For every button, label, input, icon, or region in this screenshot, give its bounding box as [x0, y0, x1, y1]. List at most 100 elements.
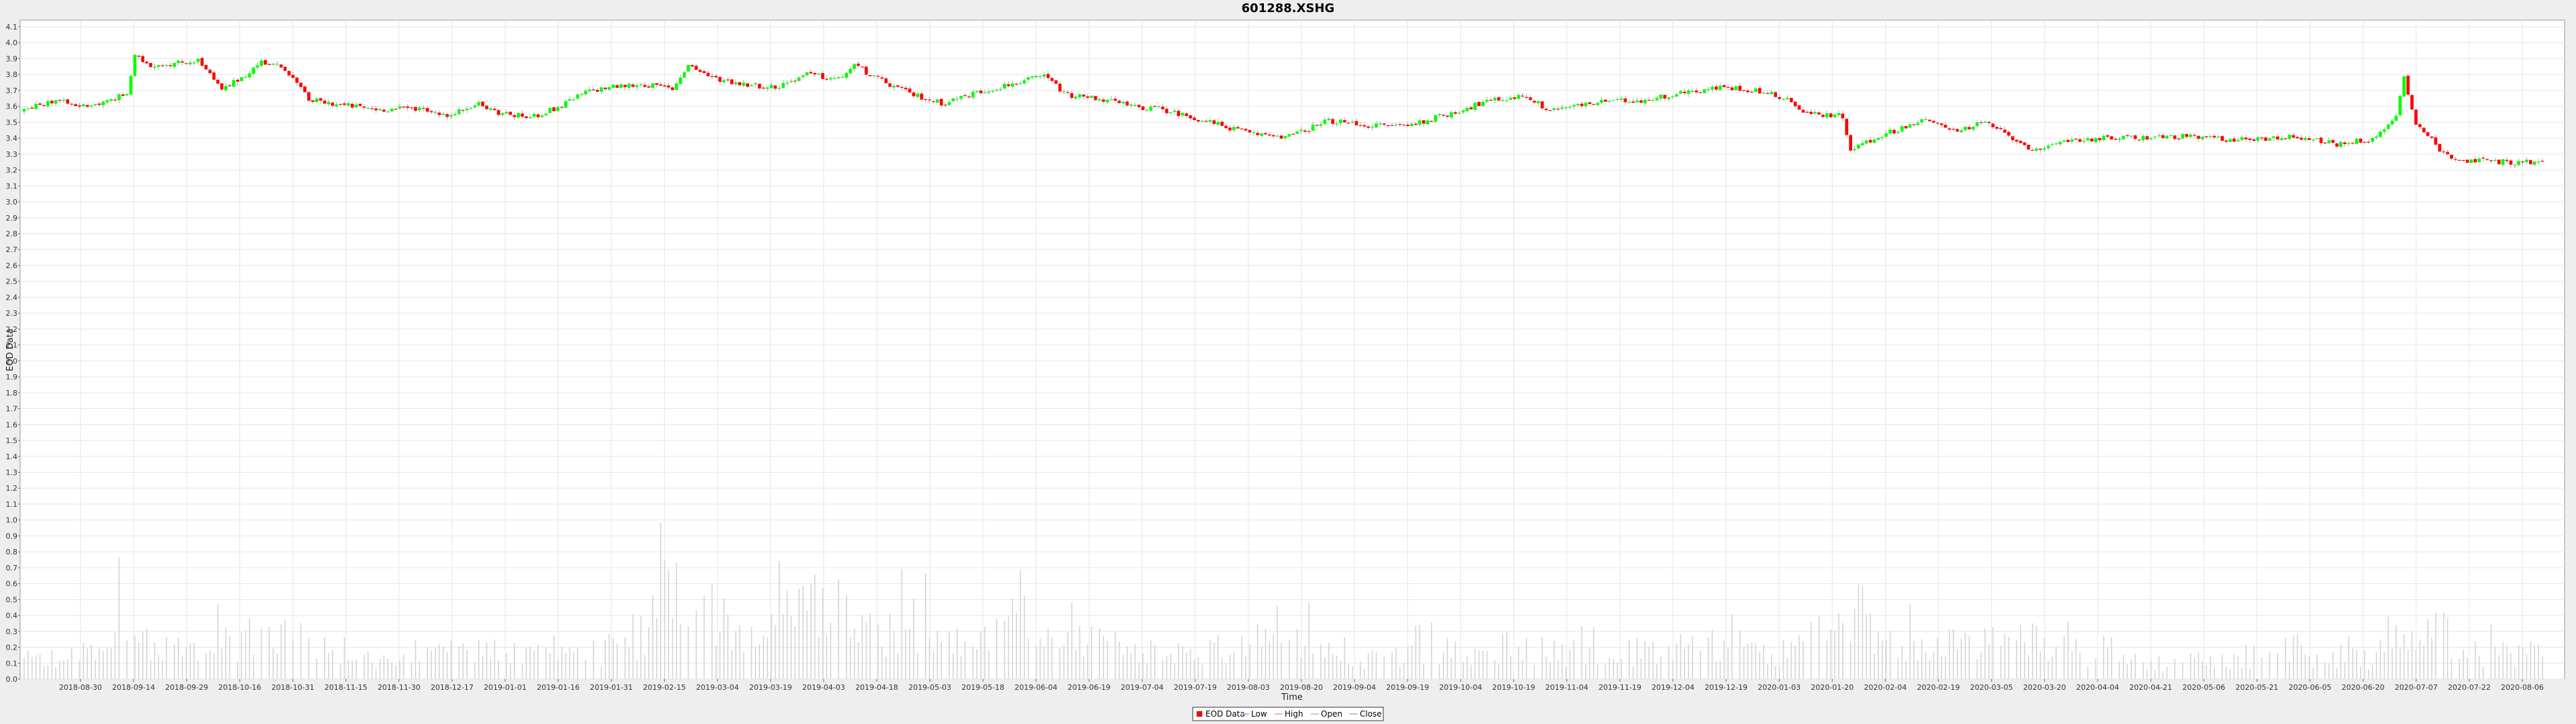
candle-body: [742, 82, 745, 86]
candle-body: [1398, 124, 1402, 125]
candle-body: [532, 113, 536, 117]
candle-body: [1481, 101, 1485, 107]
y-tick-label: 4.0: [6, 39, 18, 48]
candle-body: [868, 75, 872, 76]
candle-body: [224, 86, 227, 90]
candle-body: [517, 113, 521, 118]
candle-body: [1916, 123, 1920, 125]
candle-body: [307, 92, 311, 101]
candle-body: [1655, 97, 1659, 101]
candle-body: [1421, 120, 1426, 124]
candle-body: [2528, 160, 2532, 164]
y-tick-label: 3.1: [6, 182, 18, 190]
candle-body: [406, 106, 410, 108]
candle-body: [999, 88, 1002, 90]
candle-body: [354, 104, 358, 108]
candle-body: [239, 77, 244, 81]
candle-body: [1089, 95, 1093, 98]
y-tick-label: 0.9: [6, 532, 18, 540]
candle-body: [1943, 125, 1947, 128]
y-tick-label: 1.6: [6, 420, 18, 429]
candle-body: [2315, 138, 2319, 139]
candle-body: [2394, 115, 2398, 121]
candle-body: [1532, 101, 1536, 103]
candle-body: [1611, 100, 1615, 101]
grid-lines: [20, 20, 2565, 680]
x-tick-label: 2018-11-15: [325, 683, 368, 692]
candle-body: [504, 112, 508, 114]
x-tick-label: 2019-08-03: [1227, 683, 1270, 692]
candle-body: [1797, 105, 1801, 110]
y-tick-label: 1.5: [6, 436, 18, 445]
candle-body: [861, 66, 864, 68]
candle-body: [2149, 137, 2153, 139]
candle-body: [180, 61, 184, 63]
candle-body: [410, 107, 413, 109]
candle-body: [2307, 138, 2311, 140]
candle-body: [1730, 87, 1734, 90]
candle-body: [1287, 134, 1291, 137]
y-tick-label: 0.0: [6, 675, 18, 684]
candle-body: [1722, 84, 1726, 87]
candle-body: [2229, 139, 2232, 142]
x-tick-label: 2020-02-04: [1864, 683, 1907, 692]
candle-body: [904, 87, 908, 90]
candle-body: [1118, 101, 1121, 103]
x-tick-label: 2019-12-19: [1705, 683, 1748, 692]
candle-body: [2288, 134, 2292, 139]
candle-body: [1275, 135, 1279, 137]
candle-body: [1884, 133, 1888, 137]
candle-body: [489, 108, 492, 110]
candle-body: [212, 72, 216, 80]
candle-body: [2256, 137, 2260, 141]
candle-body: [1615, 99, 1619, 101]
volume-bars: [23, 522, 2543, 679]
x-tick-label: 2020-05-06: [2182, 683, 2225, 692]
candle-body: [1446, 115, 1449, 117]
candle-body: [805, 72, 809, 76]
candle-body: [1477, 102, 1481, 107]
y-tick-label: 0.7: [6, 564, 18, 572]
candle-body: [939, 99, 943, 106]
x-axis: 2018-08-30 2018-09-14 2018-09-29 2018-10-16…: [59, 679, 2544, 692]
candle-body: [1960, 130, 1964, 133]
candle-body: [1932, 121, 1935, 123]
candle-body: [1386, 125, 1390, 127]
candle-body: [2035, 148, 2039, 151]
candle-body: [264, 60, 267, 65]
x-tick-label: 2020-01-03: [1758, 683, 1801, 692]
candle-body: [1438, 114, 1442, 115]
candle-body: [38, 103, 42, 105]
candle-body: [789, 80, 793, 82]
candle-body: [101, 101, 105, 105]
x-tick-label: 2019-12-04: [1652, 683, 1695, 692]
candle-body: [2410, 95, 2414, 110]
candle-body: [2379, 131, 2382, 137]
candle-body: [437, 112, 441, 115]
candle-body: [1987, 121, 1991, 123]
candle-body: [1857, 144, 1860, 149]
x-tick-label: 2019-03-19: [749, 683, 792, 692]
plot-area: [19, 19, 2565, 680]
candle-body: [2189, 134, 2192, 137]
candle-body: [50, 101, 54, 104]
candle-body: [2347, 143, 2351, 144]
y-tick-label: 3.0: [6, 198, 18, 206]
candle-body: [1461, 110, 1465, 113]
x-tick-label: 2019-05-18: [961, 683, 1004, 692]
x-tick-label: 2019-09-19: [1386, 683, 1429, 692]
candle-body: [1623, 98, 1627, 103]
candle-body: [1734, 86, 1738, 90]
candle-body: [1264, 133, 1267, 135]
candle-body: [149, 62, 152, 67]
candle-body: [66, 99, 70, 104]
candle-body: [74, 104, 77, 107]
candle-body: [1517, 95, 1521, 99]
candle-body: [651, 83, 655, 88]
candle-body: [1714, 86, 1718, 90]
candle-body: [1876, 137, 1880, 140]
candle-body: [1774, 92, 1778, 97]
x-tick-label: 2019-05-03: [908, 683, 951, 692]
candle-body: [920, 93, 924, 100]
candle-body: [2477, 158, 2481, 162]
